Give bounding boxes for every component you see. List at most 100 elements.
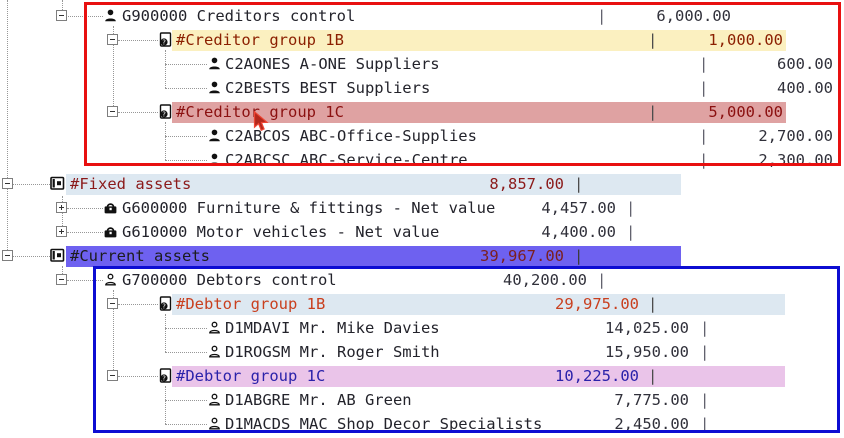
tree-line [67,232,103,233]
person-icon [209,81,220,94]
balance-separator: | [700,343,710,361]
row-d1mdavi[interactable]: D1MDAVI Mr. Mike Davies 14,025.00 | [0,316,844,340]
tree-line [7,0,8,256]
collapse-minus-icon[interactable] [56,10,67,21]
collapse-minus-icon[interactable] [107,34,118,45]
expand-plus-icon[interactable] [56,202,67,213]
tree-line [165,136,207,137]
tree-line [165,88,207,89]
row-creditor-group-1b[interactable]: ? #Creditor group 1B | 1,000.00 [0,28,844,52]
account-label: C2AONES A-ONE Suppliers [225,55,440,73]
balance-separator: | [700,319,710,337]
padlock-icon [104,203,117,214]
balance-separator: | [648,295,658,313]
tree-line [165,352,207,353]
balance-amount: 4,400.00 [541,223,616,241]
group-label: #Creditor group 1B [176,31,344,49]
expand-plus-icon[interactable] [56,226,67,237]
balance-amount: 2,300.00 [758,151,833,169]
document-question-icon: ? [159,296,172,311]
collapse-minus-icon[interactable] [2,250,13,261]
collapse-minus-icon[interactable] [107,298,118,309]
row-c2abcos[interactable]: C2ABCOS ABC-Office-Supplies | 2,700.00 [0,124,844,148]
balance-amount: 4,457.00 [541,199,616,217]
balance-amount: 2,450.00 [614,415,689,433]
account-label: G900000 Creditors control [122,7,356,25]
account-label: C2BESTS BEST Suppliers [225,79,431,97]
balance-separator: | [597,7,607,25]
tree-line [67,208,103,209]
group-label: #Debtor group 1B [176,295,326,313]
row-creditors-control[interactable]: G900000 Creditors control | 6,000.00 [0,4,844,28]
svg-text:?: ? [162,39,166,47]
account-label: D1MACDS MAC Shop Decor Specialists [225,415,543,433]
balance-amount: 8,857.00 [489,175,564,193]
row-debtors-control[interactable]: G700000 Debtors control 40,200.00 | [0,268,844,292]
tree-line [68,16,103,17]
account-label: G610000 Motor vehicles - Net value [122,223,440,241]
balance-amount: 29,975.00 [555,295,639,313]
row-creditor-group-1c[interactable]: ? #Creditor group 1C | 5,000.00 [0,100,844,124]
document-question-icon: ? [159,104,172,119]
padlock-icon [104,227,117,238]
person-icon [209,57,220,70]
collapse-minus-icon[interactable] [2,178,13,189]
group-label: #Current assets [70,247,210,265]
balance-amount: 40,200.00 [503,271,587,289]
document-question-icon: ? [159,32,172,47]
tree-line [165,64,207,65]
collapse-minus-icon[interactable] [107,370,118,381]
balance-amount: 14,025.00 [605,319,689,337]
row-c2abcsc[interactable]: C2ABCSC ABC-Service-Centre | 2,300.00 [0,148,844,172]
row-highlight [172,102,786,123]
tree-line [62,196,63,232]
tree-line [13,256,50,257]
row-c2bests[interactable]: C2BESTS BEST Suppliers | 400.00 [0,76,844,100]
tree-line [62,266,63,280]
row-debtor-group-1c[interactable]: ? #Debtor group 1C 10,225.00 | [0,364,844,388]
row-d1macds[interactable]: D1MACDS MAC Shop Decor Specialists 2,450… [0,412,844,436]
tree-line [113,26,114,112]
person-outline-icon [209,321,220,334]
tree-line [165,314,166,352]
person-outline-icon [209,393,220,406]
tree-line [118,40,158,41]
row-d1abgre[interactable]: D1ABGRE Mr. AB Green 7,775.00 | [0,388,844,412]
collapse-minus-icon[interactable] [56,274,67,285]
tree-line [13,184,50,185]
balance-amount: 7,775.00 [614,391,689,409]
account-label: C2ABCSC ABC-Service-Centre [225,151,468,169]
tree-line [165,424,207,425]
tree-line [62,0,63,16]
row-c2aones[interactable]: C2AONES A-ONE Suppliers | 600.00 [0,52,844,76]
balance-separator: | [648,367,658,385]
row-d1rogsm[interactable]: D1ROGSM Mr. Roger Smith 15,950.00 | [0,340,844,364]
svg-text:?: ? [162,111,166,119]
row-highlight [66,174,681,195]
tree-line [165,386,166,424]
account-label: G700000 Debtors control [122,271,337,289]
group-label: #Fixed assets [70,175,192,193]
tree-line [118,304,158,305]
row-current-assets[interactable]: #Current assets 39,967.00 | [0,244,844,268]
balance-amount: 600.00 [777,55,833,73]
row-highlight-selected [66,246,681,267]
balance-separator: | [597,271,607,289]
tree-line [165,400,207,401]
balance-separator: | [700,391,710,409]
collapse-minus-icon[interactable] [107,106,118,117]
balance-amount: 10,225.00 [555,367,639,385]
mouse-cursor [253,111,269,132]
tree-line [118,376,158,377]
row-g610000[interactable]: G610000 Motor vehicles - Net value 4,400… [0,220,844,244]
svg-text:?: ? [162,375,166,383]
person-outline-icon [105,273,116,286]
row-g600000[interactable]: G600000 Furniture & fittings - Net value… [0,196,844,220]
balance-amount: 2,700.00 [758,127,833,145]
row-fixed-assets[interactable]: #Fixed assets 8,857.00 | [0,172,844,196]
balance-separator: | [699,79,709,97]
row-debtor-group-1b[interactable]: ? #Debtor group 1B 29,975.00 | [0,292,844,316]
balance-separator: | [700,415,710,433]
account-label: C2ABCOS ABC-Office-Supplies [225,127,477,145]
balance-amount: 1,000.00 [708,31,783,49]
